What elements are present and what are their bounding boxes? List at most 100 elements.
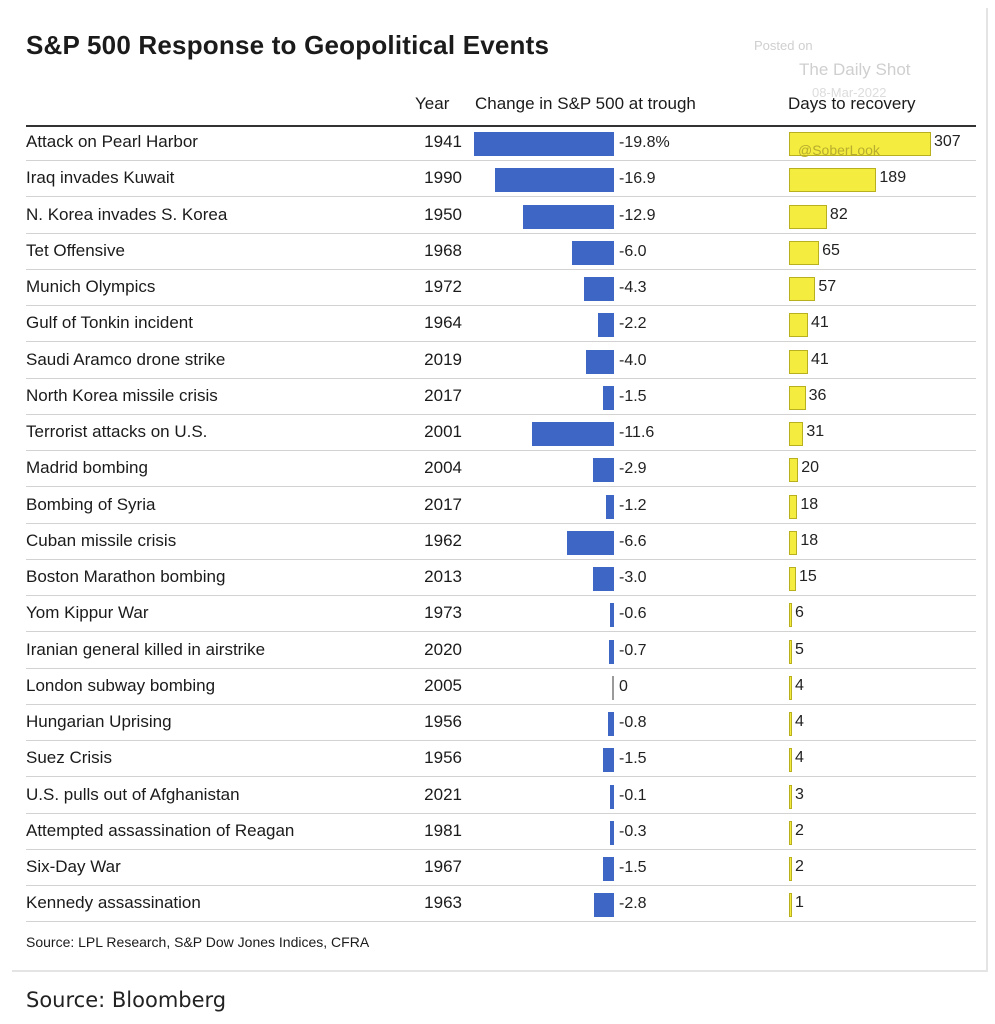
recovery-value-label: 3	[795, 785, 804, 803]
table-row: Attack on Pearl Harbor 1941 -19.8% 307	[12, 125, 986, 161]
recovery-bar	[789, 313, 808, 338]
change-value-label: 0	[619, 677, 628, 695]
watermark-daily-shot: The Daily Shot	[799, 60, 911, 79]
recovery-bar	[789, 567, 796, 591]
change-value-label: -0.1	[619, 786, 647, 804]
table-row: Kennedy assassination 1963 -2.8 1	[12, 886, 986, 923]
recovery-value-label: 15	[798, 568, 817, 585]
recovery-value-label: 18	[800, 531, 819, 549]
change-value-label: -1.5	[619, 859, 647, 876]
table-row: U.S. pulls out of Afghanistan 2021 -0.1 3	[12, 778, 986, 814]
recovery-value-label: 4	[795, 676, 804, 694]
table-row: Yom Kippur War 1973 -0.6 6	[12, 596, 986, 633]
event-label: Yom Kippur War	[26, 603, 149, 623]
table-row: Madrid bombing 2004 -2.9 20	[12, 451, 986, 488]
row-divider	[26, 268, 976, 270]
table-row: Tet Offensive 1968 -6.0 65	[12, 234, 986, 270]
recovery-value-label: 1	[795, 894, 804, 912]
recovery-bar	[789, 132, 931, 156]
row-divider	[26, 486, 976, 488]
recovery-value-label: 4	[795, 749, 804, 767]
recovery-bar	[789, 603, 792, 628]
row-divider	[26, 413, 976, 415]
event-label: North Korea missile crisis	[26, 385, 218, 405]
recovery-value-label: 41	[810, 314, 829, 332]
row-divider	[26, 812, 976, 814]
year-label: 2017	[424, 385, 462, 405]
row-divider	[26, 776, 976, 778]
change-bar	[612, 675, 614, 700]
event-label: Kennedy assassination	[26, 893, 201, 913]
recovery-value-label: 2	[795, 858, 804, 875]
change-bar	[605, 494, 614, 519]
table-row: Iraq invades Kuwait 1990 -16.9 189	[12, 161, 986, 198]
change-bar	[567, 530, 614, 555]
year-label: 1973	[424, 603, 462, 623]
table-row: Six-Day War 1967 -1.5 2	[12, 850, 986, 886]
column-header-change: Change in S&P 500 at trough	[475, 94, 696, 113]
table-row: Hungarian Uprising 1956 -0.8 4	[12, 705, 986, 741]
change-value-label: -19.8%	[619, 134, 670, 151]
row-divider	[26, 703, 976, 705]
chart-source: Source: LPL Research, S&P Dow Jones Indi…	[26, 934, 370, 950]
watermark-date: 08-Mar-2022	[812, 85, 887, 100]
year-label: 2001	[424, 422, 462, 441]
table-row: Munich Olympics 1972 -4.3 57	[12, 270, 986, 306]
event-label: London subway bombing	[26, 675, 216, 695]
change-bar	[610, 784, 614, 809]
recovery-value-label: 57	[818, 278, 837, 295]
row-divider	[26, 631, 976, 633]
change-bar	[610, 820, 614, 845]
change-bar	[594, 893, 614, 918]
event-label: Six-Day War	[26, 857, 121, 876]
row-divider	[26, 341, 976, 343]
table-row: Gulf of Tonkin incident 1964 -2.2 41	[12, 306, 986, 343]
row-divider	[26, 305, 976, 306]
change-value-label: -1.5	[619, 750, 647, 768]
recovery-bar	[789, 893, 792, 918]
recovery-bar	[789, 240, 820, 265]
change-bar	[583, 277, 614, 301]
row-divider	[26, 160, 976, 161]
change-value-label: -2.8	[619, 895, 647, 913]
year-label: 2013	[424, 567, 462, 586]
change-bar	[592, 567, 614, 591]
table-row: Cuban missile crisis 1962 -6.6 18	[12, 524, 986, 560]
table-row: Attempted assassination of Reagan 1981 -0.…	[12, 814, 986, 850]
column-header-year: Year	[415, 94, 450, 113]
recovery-value-label: 82	[829, 205, 848, 223]
recovery-value-label: 189	[879, 169, 907, 187]
change-bar	[474, 132, 614, 156]
row-divider	[26, 377, 976, 379]
change-value-label: -1.5	[619, 387, 647, 405]
year-label: 1990	[424, 168, 462, 188]
change-value-label: -4.0	[619, 351, 647, 369]
year-label: 1962	[424, 530, 462, 550]
recovery-bar	[789, 422, 804, 446]
event-label: Munich Olympics	[26, 277, 156, 296]
event-label: Cuban missile crisis	[26, 530, 177, 550]
recovery-bar	[789, 204, 827, 229]
recovery-value-label: 307	[934, 133, 961, 150]
event-label: Saudi Aramco drone strike	[26, 349, 226, 369]
watermark-handle: @SoberLook	[798, 142, 880, 158]
event-label: Attempted assassination of Reagan	[26, 820, 295, 840]
change-value-label: -3.0	[619, 569, 647, 586]
recovery-value-label: 41	[810, 350, 829, 368]
recovery-bar	[789, 530, 798, 555]
table-row: Saudi Aramco drone strike 2019 -4.0 41	[12, 343, 986, 379]
recovery-value-label: 65	[822, 241, 840, 259]
year-label: 2019	[424, 349, 462, 369]
change-bar	[609, 603, 614, 628]
recovery-value-label: 4	[795, 713, 804, 730]
table-row: Boston Marathon bombing 2013 -3.0 15	[12, 560, 986, 596]
year-label: 2005	[424, 675, 462, 695]
year-label: 1956	[424, 712, 462, 731]
recovery-bar	[789, 748, 792, 773]
recovery-value-label: 6	[795, 604, 804, 622]
row-divider	[26, 450, 976, 451]
change-value-label: -11.6	[619, 424, 655, 441]
year-label: 1950	[424, 204, 462, 224]
event-label: U.S. pulls out of Afghanistan	[26, 784, 240, 804]
recovery-bar	[789, 349, 808, 374]
